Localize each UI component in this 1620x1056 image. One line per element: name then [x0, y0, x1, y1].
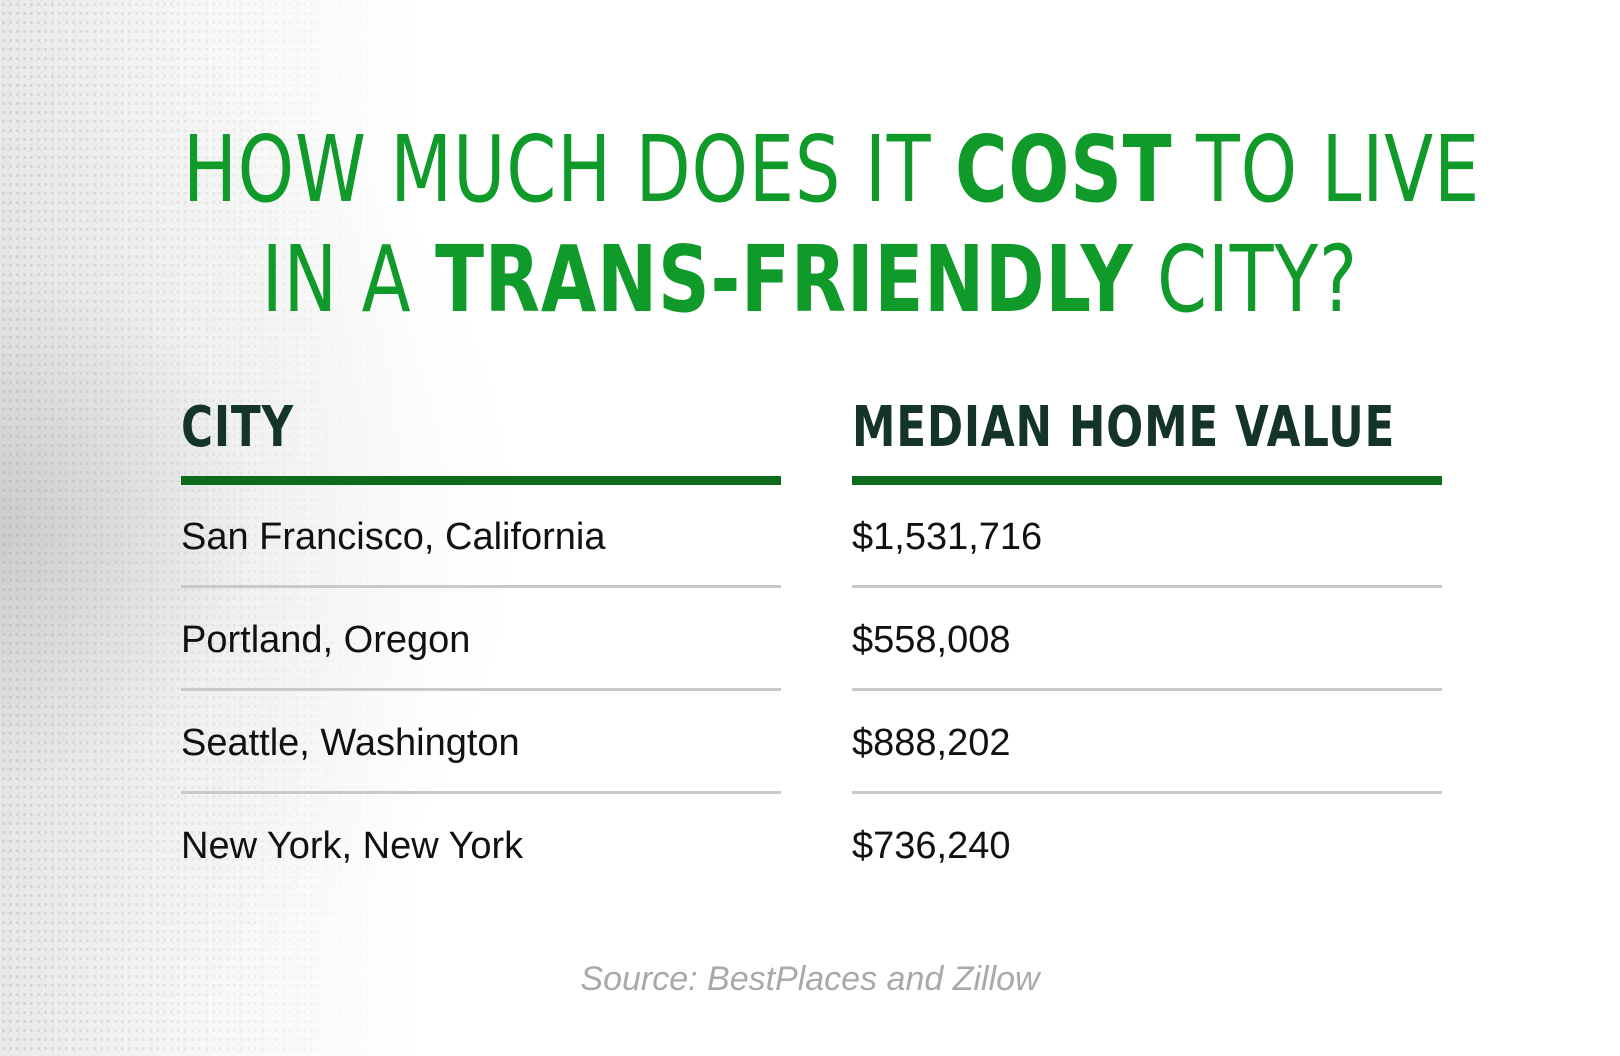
- table-cell-city: New York, New York: [181, 825, 524, 867]
- title-line-1-bold: COST: [954, 116, 1173, 223]
- title-line-1-suffix: TO LIVE: [1172, 116, 1481, 223]
- title-line-2-prefix: IN A: [261, 226, 436, 333]
- background-texture: [0, 0, 420, 1056]
- table-cell-value: $1,531,716: [852, 516, 1043, 558]
- header-rule-value: [852, 476, 1442, 485]
- row-divider: [852, 585, 1442, 588]
- city-column: CITY San Francisco, California Portland,…: [181, 395, 781, 894]
- title-line-1: HOW MUCH DOES IT COST TO LIVE: [0, 115, 1620, 225]
- source-caption: Source: BestPlaces and Zillow: [580, 960, 1040, 998]
- row-divider: [181, 585, 781, 588]
- row-divider: [852, 791, 1442, 794]
- row-divider: [852, 688, 1442, 691]
- table-cell-city: Seattle, Washington: [181, 722, 520, 764]
- table-cell-value: $736,240: [852, 825, 1011, 867]
- table-cell-value: $558,008: [852, 619, 1011, 661]
- title-line-2-suffix: CITY?: [1133, 226, 1359, 333]
- table-cell-value: $888,202: [852, 722, 1011, 764]
- title-line-2-bold: TRANS-FRIENDLY: [435, 226, 1134, 333]
- table-cell-city: Portland, Oregon: [181, 619, 471, 661]
- table-cell-city: San Francisco, California: [181, 516, 606, 558]
- header-rule-city: [181, 476, 781, 485]
- median-home-value-column: MEDIAN HOME VALUE $1,531,716 $558,008 $8…: [852, 395, 1442, 894]
- column-header-city: CITY: [181, 395, 294, 460]
- title-line-1-prefix: HOW MUCH DOES IT: [182, 116, 955, 223]
- row-divider: [181, 688, 781, 691]
- title-line-2: IN A TRANS-FRIENDLY CITY?: [0, 225, 1620, 335]
- row-divider: [181, 791, 781, 794]
- column-header-median-home-value: MEDIAN HOME VALUE: [852, 395, 1396, 460]
